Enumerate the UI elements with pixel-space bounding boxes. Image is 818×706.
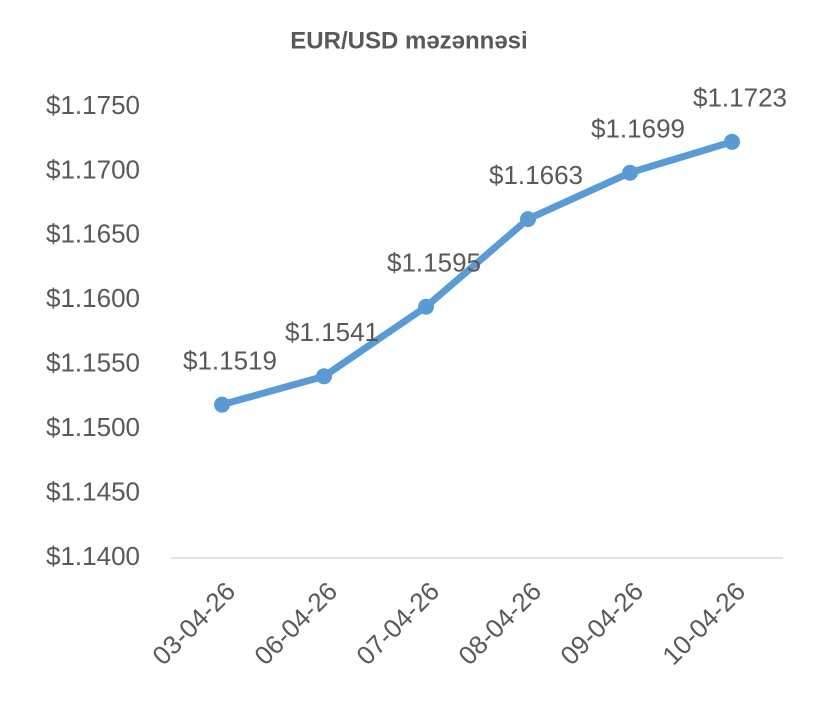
marker	[418, 298, 434, 315]
y-tick-label: $1.1550	[46, 348, 140, 378]
marker	[622, 164, 638, 181]
y-tick-label: $1.1450	[46, 476, 140, 506]
x-tick-label: 07-04-26	[350, 576, 445, 671]
chart-title: EUR/USD məzənnəsi	[290, 27, 527, 54]
y-tick-label: $1.1700	[46, 154, 140, 184]
data-label: $1.1663	[489, 160, 583, 190]
x-tick-label: 03-04-26	[146, 576, 241, 671]
data-label: $1.1519	[183, 346, 277, 376]
line	[221, 138, 734, 409]
data-label: $1.1723	[693, 83, 787, 113]
x-tick-label: 09-04-26	[554, 576, 649, 671]
data-label: $1.1595	[387, 248, 481, 278]
marker	[520, 211, 536, 228]
y-tick-label: $1.1750	[46, 90, 140, 120]
y-tick-label: $1.1400	[46, 541, 140, 571]
marker	[214, 396, 230, 413]
x-tick-label: 08-04-26	[452, 576, 547, 671]
x-tick-label: 06-04-26	[248, 576, 343, 671]
marker	[724, 133, 740, 150]
data-label: $1.1699	[591, 114, 685, 144]
y-tick-label: $1.1650	[46, 219, 140, 249]
y-tick-label: $1.1500	[46, 412, 140, 442]
marker	[316, 368, 332, 385]
data-label: $1.1541	[285, 317, 379, 347]
y-tick-label: $1.1600	[46, 283, 140, 313]
x-tick-label: 10-04-26	[656, 576, 751, 671]
